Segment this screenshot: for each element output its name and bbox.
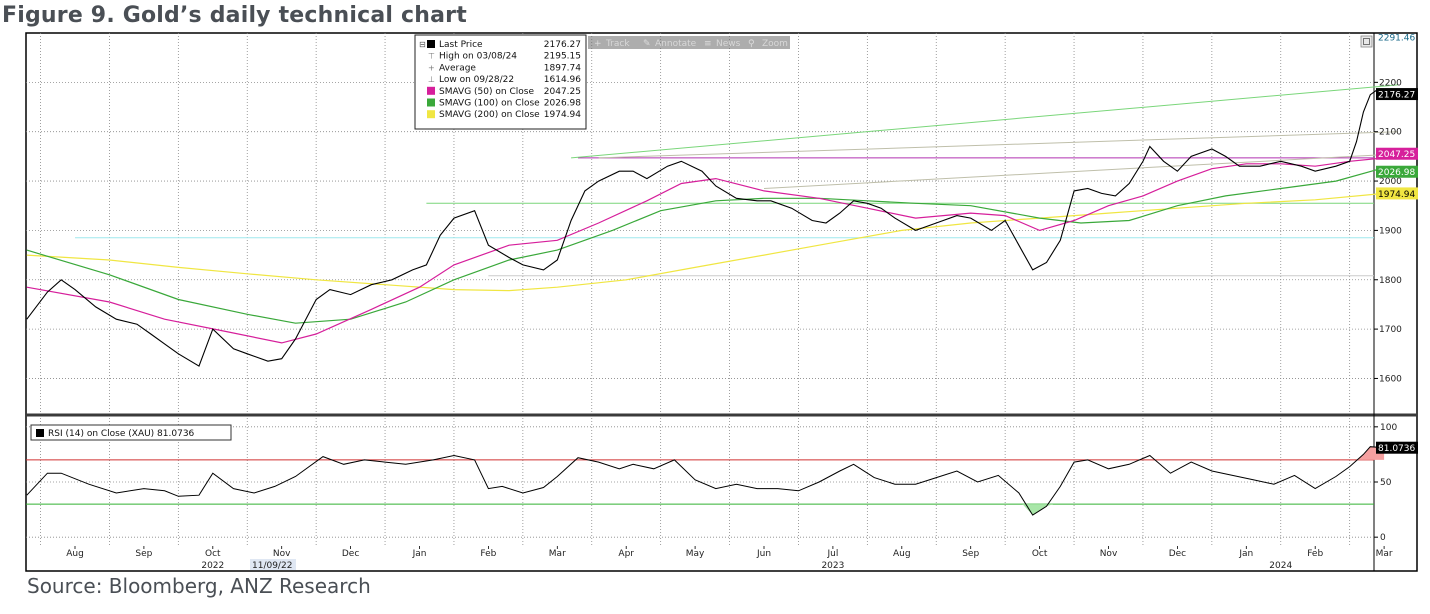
- year-label: 2024: [1269, 561, 1292, 571]
- price-tag-box: [1376, 187, 1418, 200]
- x-tick-label: Oct: [205, 549, 221, 559]
- x-tick-label: Oct: [1032, 549, 1048, 559]
- figure-source: Source: Bloomberg, ANZ Research: [27, 574, 371, 598]
- legend-collapse-icon[interactable]: ⊟: [419, 40, 426, 49]
- x-tick-label: Jan: [412, 549, 427, 559]
- x-tick-label: Feb: [480, 549, 496, 559]
- legend-label: SMAVG (100) on Close: [439, 99, 540, 109]
- x-tick-label: Apr: [618, 549, 634, 559]
- price-series-line: [26, 89, 1385, 367]
- price-tag-box: [1376, 165, 1418, 178]
- rsi-tag-text: 81.0736: [1378, 444, 1415, 454]
- legend-label: Last Price: [439, 40, 483, 50]
- legend-value: 2176.27: [544, 40, 581, 50]
- year-label: 2022: [201, 561, 224, 571]
- x-tick-label: Dec: [342, 549, 359, 559]
- date-marker: 11/09/22: [250, 559, 296, 571]
- legend-value: 1974.94: [544, 110, 581, 120]
- legend-value: 2026.98: [544, 99, 581, 109]
- legend-marker-icon: +: [428, 63, 435, 72]
- moving-average-line: [26, 192, 1385, 292]
- legend-value: 2195.15: [544, 52, 581, 62]
- legend-swatch: [427, 110, 435, 119]
- price-tag-text: 1974.94: [1378, 190, 1415, 200]
- x-tick-label: Sep: [962, 549, 979, 559]
- x-tick-label: Aug: [66, 549, 84, 559]
- year-label: 2023: [821, 561, 844, 571]
- rsi-tick-label: 0: [1380, 533, 1386, 543]
- price-tag-text: 2026.98: [1378, 168, 1415, 178]
- list-icon: ≡: [704, 39, 712, 49]
- x-tick-label: Dec: [1169, 549, 1186, 559]
- zoom-button[interactable]: Zoom: [762, 39, 788, 49]
- x-tick-label: Jun: [756, 549, 771, 559]
- legend-label: High on 03/08/24: [439, 52, 517, 62]
- y-tick-label: 2200: [1379, 78, 1402, 88]
- y-tick-label: 1800: [1379, 276, 1402, 286]
- legend-label: Average: [439, 63, 476, 73]
- price-tag-box: [1376, 147, 1418, 160]
- legend-label: Low on 09/28/22: [439, 75, 514, 85]
- figure-title: Figure 9. Gold’s daily technical chart: [2, 3, 467, 28]
- price-tag-text: 2291.46: [1378, 34, 1415, 44]
- trendline: [598, 131, 1398, 159]
- x-tick-label: Feb: [1307, 549, 1323, 559]
- trendline: [571, 84, 1398, 159]
- series: [26, 89, 1385, 367]
- expand-icon[interactable]: [1360, 35, 1373, 48]
- axes: 1600 1700 1800 1900 2000 2100 2200 0 50 100 Aug Sep…: [66, 78, 1402, 571]
- y-tick-label: 1700: [1379, 325, 1402, 335]
- x-tick-label: Nov: [1100, 549, 1118, 559]
- legend-marker-icon: ⊤: [428, 52, 435, 61]
- y-tick-label: 2000: [1379, 177, 1402, 187]
- price-tags: 2291.46 2176.27 2047.25 2026.98 1974.94 81.07…: [1376, 34, 1418, 454]
- legend-value: 1897.74: [544, 63, 581, 73]
- rsi-panel: [26, 446, 1385, 516]
- pencil-icon: ✎: [643, 39, 651, 49]
- rsi-legend: RSI (14) on Close (XAU) 81.0736: [30, 424, 232, 441]
- legend-value: 2047.25: [544, 87, 581, 97]
- legend-swatch: [427, 40, 435, 48]
- rsi-tick-label: 100: [1380, 423, 1397, 433]
- y-tick-label: 2100: [1379, 128, 1402, 138]
- rsi-series-line: [26, 446, 1385, 516]
- rsi-legend-text: RSI (14) on Close (XAU) 81.0736: [48, 429, 195, 439]
- rsi-oversold-fill: [1022, 504, 1054, 516]
- x-tick-label: May: [686, 549, 705, 559]
- x-tick-label: Aug: [893, 549, 911, 559]
- search-icon: ⚲: [748, 39, 755, 49]
- x-tick-label: Nov: [273, 549, 291, 559]
- price-tag-text: 2047.25: [1378, 150, 1415, 160]
- x-tick-label: Mar: [549, 549, 566, 559]
- horizontal-levels: [75, 84, 1398, 277]
- price-legend: ⊟ Last Price 2176.27 ⊤ High on 03/08/24 2195…: [414, 34, 587, 130]
- chart-toolbar: Track Annotate News Zoom + ✎ ≡ ⚲: [588, 36, 790, 49]
- legend-label: SMAVG (50) on Close: [439, 87, 534, 97]
- x-tick-label: Sep: [135, 549, 152, 559]
- rsi-tick-label: 50: [1380, 478, 1392, 488]
- x-tick-label: Mar: [1376, 549, 1393, 559]
- y-tick-label: 1600: [1379, 374, 1402, 384]
- legend-marker-icon: ⊥: [428, 75, 435, 84]
- legend-swatch: [427, 86, 435, 95]
- legend-value: 1614.96: [544, 75, 581, 85]
- annotate-button[interactable]: Annotate: [655, 39, 697, 49]
- rsi-tag-box: [1376, 441, 1418, 454]
- x-tick-label: Jul: [826, 549, 838, 559]
- news-button[interactable]: News: [716, 39, 741, 49]
- price-tag-box: [1376, 88, 1418, 101]
- legend-swatch: [427, 98, 435, 107]
- x-tick-label: Jan: [1238, 549, 1253, 559]
- trendline: [763, 153, 1398, 189]
- y-tick-label: 1900: [1379, 226, 1402, 236]
- plus-icon: +: [594, 39, 602, 49]
- track-button[interactable]: Track: [605, 39, 630, 49]
- moving-average-line: [26, 167, 1385, 324]
- legend-label: SMAVG (200) on Close: [439, 110, 540, 120]
- date-marker-text: 11/09/22: [252, 561, 292, 571]
- price-tag-text: 2176.27: [1378, 91, 1415, 101]
- chart-frame: [25, 32, 1418, 572]
- moving-average-line: [26, 157, 1385, 344]
